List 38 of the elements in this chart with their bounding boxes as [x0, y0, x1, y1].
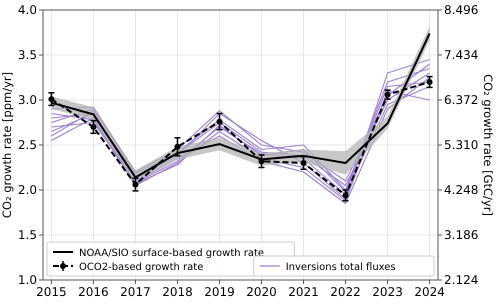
y-axis-title: CO₂ growth rate [ppm/yr] [0, 72, 14, 218]
y-tick-label: 3.0 [18, 93, 37, 107]
x-tick-label: 2021 [288, 285, 319, 299]
point [426, 79, 433, 85]
x-tick-label: 2022 [330, 285, 361, 299]
y2-tick-label: 7.434 [444, 48, 478, 62]
point [132, 182, 138, 188]
x-tick-label: 2015 [36, 285, 67, 299]
y2-tick-label: 2.124 [444, 273, 478, 287]
y2-axis-title: CO₂ growth rate [GtC/yr] [481, 74, 495, 216]
x-tick-label: 2018 [162, 285, 193, 299]
y2-tick-label: 4.248 [444, 183, 478, 197]
point [384, 92, 391, 98]
point [174, 144, 180, 150]
y-tick-label: 1.5 [18, 228, 37, 242]
y-tick-label: 3.5 [18, 48, 37, 62]
point [300, 160, 307, 166]
point [216, 118, 222, 125]
x-tick-label: 2023 [372, 285, 403, 299]
y-tick-label: 2.0 [18, 183, 37, 197]
point [258, 158, 265, 164]
point [342, 192, 349, 198]
x-tick-label: 2019 [204, 285, 235, 299]
x-tick-label: 2016 [78, 285, 109, 299]
x-tick-label: 2017 [120, 285, 151, 299]
legend-label: OCO2-based growth rate [79, 262, 204, 273]
legend-label: Inversions total fluxes [286, 262, 396, 273]
x-tick-label: 2020 [246, 285, 277, 299]
y2-tick-label: 6.372 [444, 93, 478, 107]
y2-tick-label: 5.310 [444, 138, 478, 152]
y-tick-label: 2.5 [18, 138, 37, 152]
y-tick-label: 1.0 [18, 273, 37, 287]
x-tick-label: 2024 [414, 285, 445, 299]
y-tick-label: 4.0 [18, 3, 37, 17]
y2-tick-label: 8.496 [444, 3, 478, 17]
point [48, 96, 54, 102]
y2-tick-label: 3.186 [444, 228, 478, 242]
point [90, 124, 96, 130]
